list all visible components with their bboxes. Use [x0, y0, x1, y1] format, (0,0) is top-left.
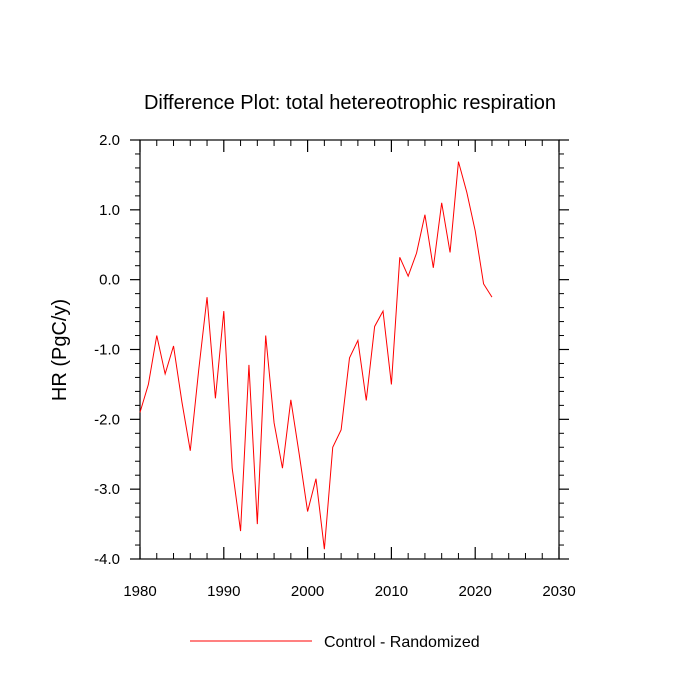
- x-tick-label: 2010: [375, 583, 408, 600]
- x-tick-label: 2000: [291, 583, 324, 600]
- y-tick-label: 2.0: [99, 132, 120, 149]
- axis-tick-labels: 1980 1990 2000 2010 2020 2030 2.0 1.0 0.0 -1.0 -2.…: [94, 132, 576, 600]
- series-line-control-randomized: [139, 161, 493, 550]
- y-axis-label: HR (PgC/y): [49, 299, 71, 401]
- y-tick-label: -4.0: [94, 551, 120, 568]
- x-tick-label: 1990: [207, 583, 240, 600]
- x-tick-label: 1980: [123, 583, 156, 600]
- series-group: [139, 161, 493, 550]
- y-tick-label: 0.0: [99, 272, 120, 289]
- plot-frame: [139, 139, 560, 560]
- chart-title: Difference Plot: total hetereotrophic re…: [144, 92, 556, 114]
- y-tick-label: -3.0: [94, 481, 120, 498]
- x-tick-label: 2020: [459, 583, 492, 600]
- y-tick-label: -1.0: [94, 342, 120, 359]
- y-tick-label: 1.0: [99, 202, 120, 219]
- legend: Control - Randomized: [190, 634, 480, 651]
- x-tick-label: 2030: [542, 583, 575, 600]
- legend-label: Control - Randomized: [324, 634, 480, 651]
- y-tick-label: -2.0: [94, 411, 120, 428]
- axis-ticks: [130, 139, 569, 560]
